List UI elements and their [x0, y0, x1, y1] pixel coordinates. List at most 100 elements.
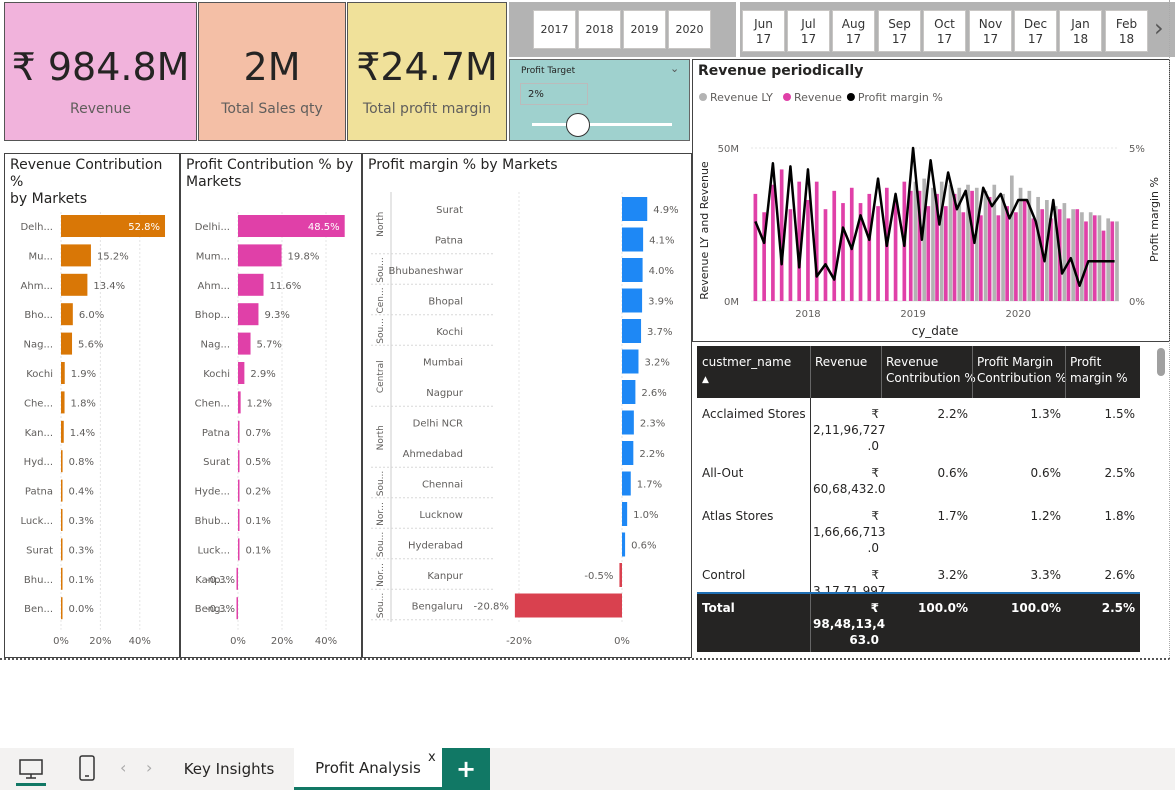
total-profit-margin-contribution: 100.0% [1011, 601, 1061, 615]
month-button[interactable]: Aug 17 [832, 10, 875, 52]
month-slicer: Jun 17 Jul 17 Aug 17 Sep 17 Oct 17 Nov 17 Dec 1… [740, 2, 1175, 57]
x-tick-label: 2020 [1006, 309, 1031, 320]
zone-label: Sou... [376, 471, 386, 497]
month-button[interactable]: Jul 17 [787, 10, 830, 52]
bar [622, 319, 642, 343]
close-tab-icon[interactable]: x [428, 750, 436, 765]
cell-profit-margin: 1.8% [1104, 509, 1136, 523]
header-customer-name[interactable]: custmer_name ▲ [702, 354, 791, 388]
tab-prev-icon[interactable]: ‹ [120, 758, 127, 777]
mobile-view-icon[interactable] [76, 754, 98, 786]
chevron-down-icon[interactable]: ⌄ [670, 62, 680, 75]
zone-label: Sou... [376, 318, 386, 344]
category-label: Chen... [195, 398, 230, 409]
header-revenue[interactable]: Revenue [815, 354, 867, 370]
table-row[interactable]: Acclaimed Stores ₹2,11,96,727 .0 2.2% 1.3… [697, 406, 1140, 458]
sort-asc-icon[interactable]: ▲ [702, 375, 709, 385]
table-scrollbar[interactable] [1157, 348, 1165, 376]
cell-text: ₹ [871, 509, 879, 523]
revenue-bar [797, 181, 802, 301]
profit-target-track[interactable] [532, 123, 672, 126]
bar [619, 563, 622, 587]
data-label: -0.3% [206, 575, 235, 586]
revenue-ly-bar [974, 187, 979, 301]
category-label: Lucknow [419, 510, 463, 521]
revenue-bar [1014, 212, 1018, 301]
revenue-bar [935, 193, 939, 301]
category-label: Luck... [20, 516, 53, 527]
bar [238, 215, 345, 237]
revenue-bar [1092, 215, 1097, 301]
kpi-profit-margin-card[interactable]: ₹24.7M Total profit margin [347, 2, 507, 141]
kpi-sales-qty-card[interactable]: 2M Total Sales qty [198, 2, 346, 141]
header-text: Profit Margin [977, 355, 1054, 369]
month-button[interactable]: Sep 17 [878, 10, 921, 52]
x-axis-title: cy_date [912, 324, 959, 338]
category-label: Delhi NCR [413, 419, 463, 430]
y2-tick-label: 0% [1129, 297, 1145, 308]
revenue-ly-bar [1053, 206, 1058, 301]
month-button[interactable]: Jan 18 [1059, 10, 1102, 52]
header-revenue-contribution[interactable]: Revenue Contribution % [886, 354, 976, 386]
month-button[interactable]: Dec 17 [1014, 10, 1057, 52]
data-label: 1.8% [71, 398, 96, 409]
total-revenue-contribution: 100.0% [918, 601, 968, 615]
bar [622, 197, 648, 221]
category-label: Ben... [24, 604, 53, 615]
data-label: 2.3% [640, 419, 665, 430]
data-label: 5.7% [257, 340, 282, 351]
tab-key-insights[interactable]: Key Insights [183, 760, 275, 778]
header-profit-margin[interactable]: Profit margin % [1070, 354, 1128, 386]
month-label: Nov [978, 17, 1003, 31]
desktop-view-icon[interactable] [16, 756, 46, 786]
table-row[interactable]: Atlas Stores ₹1,66,66,713 .0 1.7% 1.2% 1.… [697, 508, 1140, 560]
legend-label: Revenue LY [710, 91, 773, 104]
title-line: Profit Contribution % by [186, 157, 354, 173]
profit-target-input[interactable]: 2% [520, 83, 588, 105]
table-row[interactable]: Control ₹3,17,71,997 3.2% 3.3% 2.6% [697, 567, 1140, 592]
page-tabs-bar: ‹ › Key Insights Profit Analysis x + [0, 748, 1175, 790]
revenue-ly-bar [1009, 175, 1014, 301]
table-row[interactable]: All-Out ₹60,68,432.0 0.6% 0.6% 2.5% [697, 465, 1140, 505]
tab-next-icon[interactable]: › [146, 758, 153, 777]
year-button-2018[interactable]: 2018 [578, 10, 621, 49]
data-label: 0.7% [246, 428, 271, 439]
category-label: Mu... [28, 251, 53, 262]
category-label: Patna [25, 487, 53, 498]
tab-profit-analysis[interactable]: Profit Analysis [294, 748, 442, 790]
kpi-revenue-card[interactable]: ₹ 984.8M Revenue [4, 2, 197, 141]
revenue-ly-bar [992, 184, 997, 301]
revenue-bar [917, 190, 922, 301]
column-divider [972, 346, 973, 398]
revenue-bar [908, 190, 913, 301]
header-profit-margin-contribution[interactable]: Profit Margin Contribution % [977, 354, 1067, 386]
y-tick-label: 50M [718, 144, 739, 155]
cell-revenue-contribution: 2.2% [937, 407, 969, 421]
month-next-icon[interactable]: › [1154, 14, 1164, 42]
cell-profit-margin-contribution: 1.3% [1030, 407, 1062, 421]
x-tick-label: -20% [506, 636, 532, 647]
month-button[interactable]: Feb 18 [1105, 10, 1148, 52]
revenue-bar [987, 196, 992, 301]
month-label: Jan [1071, 17, 1090, 31]
data-label: 5.6% [78, 340, 103, 351]
year-button-2017[interactable]: 2017 [533, 10, 576, 49]
column-divider [810, 594, 811, 652]
page-boundary-right [1169, 0, 1170, 660]
revenue-contribution-plot: 0% 20% 40% Delh... 52.8% Mu... 15.2% Ahm... 13.4… [20, 212, 166, 647]
year-button-2020[interactable]: 2020 [668, 10, 711, 49]
cell-customer-name: Atlas Stores [702, 509, 774, 523]
year-button-2019[interactable]: 2019 [623, 10, 666, 49]
cell-revenue: ₹3,17,71,997 [813, 567, 886, 592]
month-button[interactable]: Jun 17 [742, 10, 785, 52]
category-label: Kochi [203, 369, 230, 380]
add-page-button[interactable]: + [442, 748, 490, 790]
month-button[interactable]: Nov 17 [969, 10, 1012, 52]
revenue-bar [806, 200, 810, 301]
month-button[interactable]: Oct 17 [923, 10, 966, 52]
profit-target-handle[interactable] [566, 113, 591, 137]
profit-contribution-title: Profit Contribution % by Markets [186, 157, 353, 191]
zone-label: Cen... [376, 287, 386, 313]
category-label: Beng... [195, 604, 230, 615]
revenue-contribution-title: Revenue Contribution % by Markets [10, 157, 179, 208]
